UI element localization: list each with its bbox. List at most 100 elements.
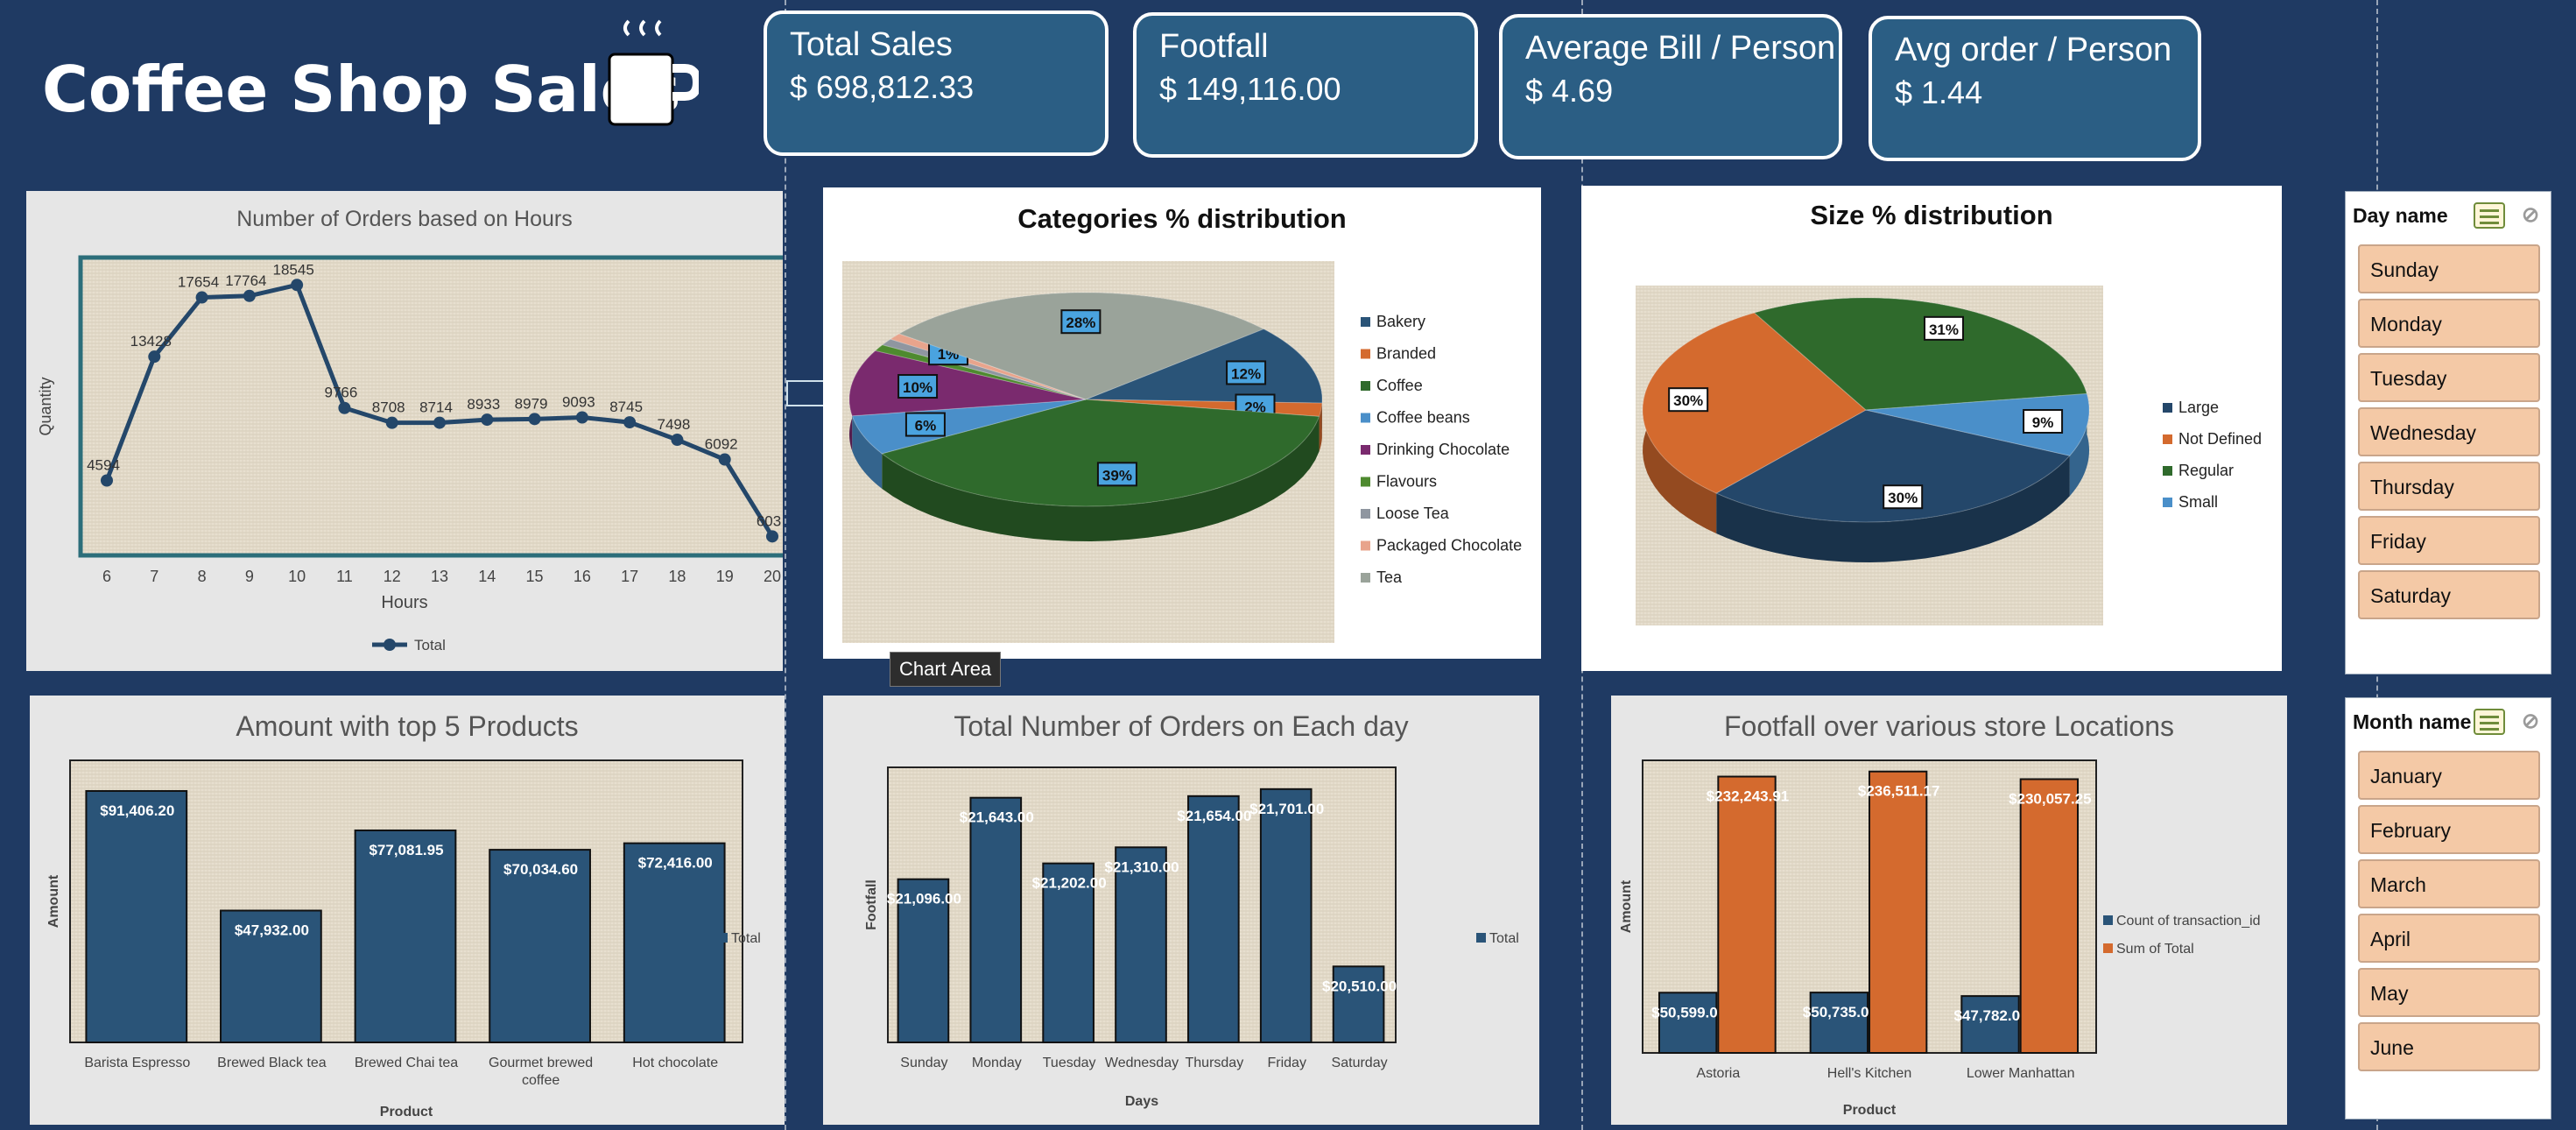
slicer-item-friday[interactable]: Friday: [2358, 516, 2540, 565]
legend-label: Regular: [2178, 462, 2234, 479]
data-point: [528, 413, 541, 426]
data-label: $77,081.95: [369, 842, 443, 858]
multi-select-icon[interactable]: [2474, 709, 2505, 735]
slice-side: [1716, 456, 2070, 562]
multi-select-icon[interactable]: [2474, 202, 2505, 229]
data-point: [101, 474, 113, 487]
kpi-value: $ 4.69: [1525, 73, 1614, 109]
chart-resize-handle[interactable]: [786, 380, 825, 406]
bar: [1658, 992, 1718, 1054]
chart-title: Size % distribution: [1810, 200, 2052, 230]
slicer-item-thursday[interactable]: Thursday: [2358, 462, 2540, 511]
slicer-item-may[interactable]: May: [2358, 968, 2540, 1017]
legend-label: Branded: [1376, 345, 1436, 363]
x-tick-label: Brewed Black tea: [217, 1056, 327, 1070]
kpi-total-sales[interactable]: Total Sales $ 698,812.33: [764, 11, 1109, 156]
data-label-box: [1226, 360, 1267, 385]
slicer-item-april[interactable]: April: [2358, 914, 2540, 963]
slicer-item-wednesday[interactable]: Wednesday: [2358, 407, 2540, 456]
x-tick-label: 15: [526, 568, 544, 585]
data-point: [671, 434, 684, 447]
data-label: $21,654.00: [1177, 808, 1251, 824]
categories-chart-panel[interactable]: Categories % distribution 12% 2% 39% 6% 10% 1%…: [823, 187, 1541, 659]
month-name-slicer[interactable]: Month name ⊘ January February March Apri…: [2345, 697, 2551, 1119]
data-label: 30%: [1888, 490, 1918, 506]
legend-swatch: [1361, 540, 1370, 551]
days-chart-panel[interactable]: Total Number of Orders on Each day $21,09…: [823, 696, 1539, 1125]
x-axis-label: Product: [380, 1105, 433, 1119]
hours-chart-panel[interactable]: Number of Orders based on Hours 4594 6 1342…: [26, 191, 783, 671]
clear-filter-icon[interactable]: ⊘: [2521, 203, 2540, 227]
x-axis-label: Product: [1843, 1103, 1897, 1118]
data-point: [195, 291, 208, 304]
data-label-box: [1883, 484, 1924, 510]
x-tick-label: 6: [102, 568, 111, 585]
kpi-footfall[interactable]: Footfall $ 149,116.00: [1133, 12, 1478, 158]
legend-label: Total: [414, 637, 446, 653]
categories-pie-chart[interactable]: Categories % distribution12%2%39%6%10%1%…: [823, 187, 1541, 659]
bar: [1332, 965, 1385, 1043]
slicer-item-january[interactable]: January: [2358, 751, 2540, 800]
bar: [969, 796, 1023, 1043]
chart-title: Number of Orders based on Hours: [236, 207, 573, 231]
data-label-box: [1096, 462, 1137, 487]
products-chart-panel[interactable]: Amount with top 5 Products $91,406.20 Bari…: [30, 696, 785, 1125]
data-label: $230,057.25: [2009, 791, 2092, 808]
slicer-item-march[interactable]: March: [2358, 859, 2540, 908]
x-tick-label: 7: [150, 568, 158, 585]
legend-label: Large: [2178, 399, 2219, 416]
slicer-item-tuesday[interactable]: Tuesday: [2358, 353, 2540, 402]
slicer-item-sunday[interactable]: Sunday: [2358, 244, 2540, 293]
x-tick-label: 17: [621, 568, 638, 585]
data-label: $72,416.00: [638, 855, 713, 872]
bar: [489, 849, 591, 1043]
sizes-chart-panel[interactable]: Size % distribution 30% 30% 31% 9% Large Not D…: [1581, 186, 2282, 671]
products-bar-chart[interactable]: Amount with top 5 Products $91,406.20 Bari…: [30, 696, 785, 1125]
day-name-slicer[interactable]: Day name ⊘ Sunday Monday Tuesday Wednesd…: [2345, 191, 2551, 674]
kpi-average-bill[interactable]: Average Bill / Person $ 4.69: [1499, 14, 1842, 159]
data-label-box: [2023, 409, 2064, 434]
clear-filter-icon[interactable]: ⊘: [2521, 710, 2540, 733]
legend-swatch: [1361, 509, 1370, 519]
x-tick-label: 10: [288, 568, 306, 585]
legend-swatch: [1361, 573, 1370, 583]
x-tick-label: 12: [384, 568, 401, 585]
x-tick-label: Barista Espresso: [84, 1056, 190, 1070]
data-label: 12%: [1231, 365, 1261, 382]
data-label: $21,701.00: [1249, 801, 1324, 817]
locations-bar-chart[interactable]: Footfall over various store Locations $50…: [1611, 696, 2287, 1125]
legend-label: Count of transaction_id: [2116, 914, 2261, 929]
slicer-item-monday[interactable]: Monday: [2358, 299, 2540, 348]
data-label-box: [1923, 315, 1964, 341]
bar: [1960, 995, 2020, 1055]
pie-slice-flavours: [874, 344, 1087, 400]
x-tick-label: 16: [574, 568, 591, 585]
bar: [1259, 787, 1313, 1044]
slice-side: [2069, 393, 2089, 497]
legend-label: Not Defined: [2178, 430, 2262, 448]
kpi-avg-order[interactable]: Avg order / Person $ 1.44: [1869, 16, 2201, 161]
locations-chart-panel[interactable]: Footfall over various store Locations $50…: [1611, 696, 2287, 1125]
dashboard-title: Coffee Shop Sales: [42, 53, 681, 126]
data-label: $47,932.00: [235, 922, 309, 938]
slicer-item-june[interactable]: June: [2358, 1022, 2540, 1071]
data-label: 17764: [225, 272, 266, 289]
kpi-value: $ 698,812.33: [790, 69, 975, 105]
slicer-item-february[interactable]: February: [2358, 805, 2540, 854]
x-tick-label: Wednesday: [1105, 1056, 1179, 1070]
x-tick-label: Tuesday: [1043, 1056, 1096, 1070]
data-point: [433, 416, 446, 429]
hours-line-chart[interactable]: Number of Orders based on Hours 4594 6 1342…: [26, 191, 783, 671]
guide-line: [785, 0, 786, 1130]
days-bar-chart[interactable]: Total Number of Orders on Each day $21,09…: [823, 696, 1539, 1125]
x-tick-label: Gourmet brewed: [489, 1056, 593, 1070]
slicer-item-saturday[interactable]: Saturday: [2358, 570, 2540, 619]
chart-title: Total Number of Orders on Each day: [954, 710, 1408, 742]
data-label: 603: [757, 512, 781, 529]
sizes-pie-chart[interactable]: Size % distribution 30% 30% 31% 9% Large Not D…: [1581, 186, 2282, 671]
x-tick-label: 20: [764, 568, 781, 585]
data-label-box: [904, 412, 946, 437]
legend-swatch: [1361, 445, 1370, 455]
data-label: $21,202.00: [1032, 875, 1107, 892]
legend-label: Total: [731, 931, 761, 946]
